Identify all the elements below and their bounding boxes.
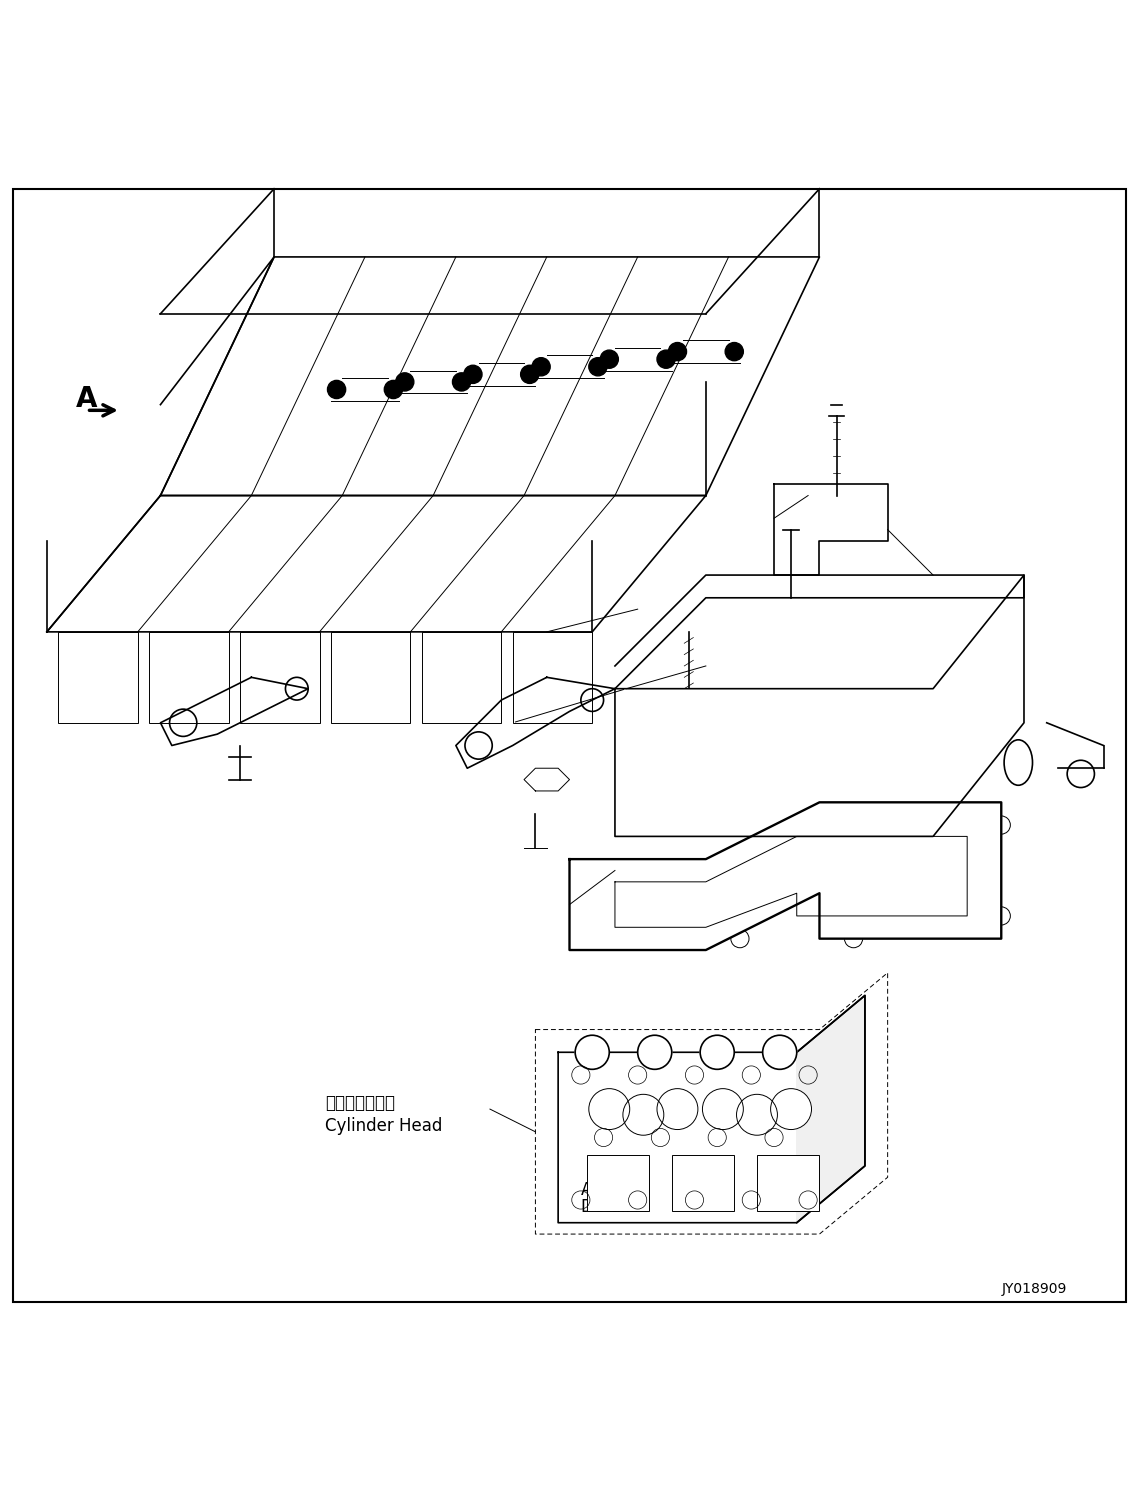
Polygon shape — [615, 576, 1024, 836]
Text: A: A — [76, 385, 97, 413]
Ellipse shape — [1005, 740, 1033, 786]
Text: Detail A: Detail A — [581, 1197, 647, 1215]
Circle shape — [657, 1088, 698, 1130]
Circle shape — [589, 358, 607, 376]
Circle shape — [600, 350, 618, 368]
Circle shape — [763, 1035, 797, 1069]
Bar — [149, 632, 229, 723]
Circle shape — [532, 358, 550, 376]
Circle shape — [726, 343, 744, 361]
Circle shape — [452, 373, 470, 391]
Bar — [513, 632, 592, 723]
Circle shape — [589, 1088, 630, 1130]
Polygon shape — [797, 996, 865, 1223]
Ellipse shape — [870, 717, 950, 740]
Circle shape — [464, 365, 482, 383]
Bar — [757, 1154, 819, 1211]
Circle shape — [395, 373, 413, 391]
Bar — [58, 632, 138, 723]
Circle shape — [830, 501, 842, 513]
Polygon shape — [570, 802, 1001, 950]
Circle shape — [737, 1094, 778, 1135]
Circle shape — [521, 365, 539, 383]
Circle shape — [638, 1035, 672, 1069]
Text: シリンダヘッド: シリンダヘッド — [326, 1094, 395, 1112]
Bar — [240, 632, 320, 723]
Text: A 詳細: A 詳細 — [581, 1181, 617, 1199]
Bar — [757, 723, 836, 762]
Polygon shape — [775, 485, 887, 576]
Circle shape — [771, 1088, 811, 1130]
Circle shape — [384, 380, 402, 398]
Bar — [421, 632, 501, 723]
Bar — [672, 1154, 735, 1211]
Bar — [331, 632, 410, 723]
Circle shape — [700, 1035, 735, 1069]
Circle shape — [623, 1094, 664, 1135]
Text: Cylinder Head: Cylinder Head — [326, 1117, 443, 1135]
Circle shape — [328, 380, 345, 398]
Bar — [644, 723, 723, 762]
Circle shape — [703, 1088, 744, 1130]
Bar — [587, 1154, 649, 1211]
Text: JY018909: JY018909 — [1001, 1282, 1066, 1296]
Circle shape — [669, 343, 687, 361]
Ellipse shape — [757, 717, 836, 740]
Circle shape — [657, 350, 675, 368]
Circle shape — [575, 1035, 609, 1069]
Bar — [870, 723, 950, 762]
Polygon shape — [558, 996, 865, 1223]
Ellipse shape — [644, 717, 723, 740]
